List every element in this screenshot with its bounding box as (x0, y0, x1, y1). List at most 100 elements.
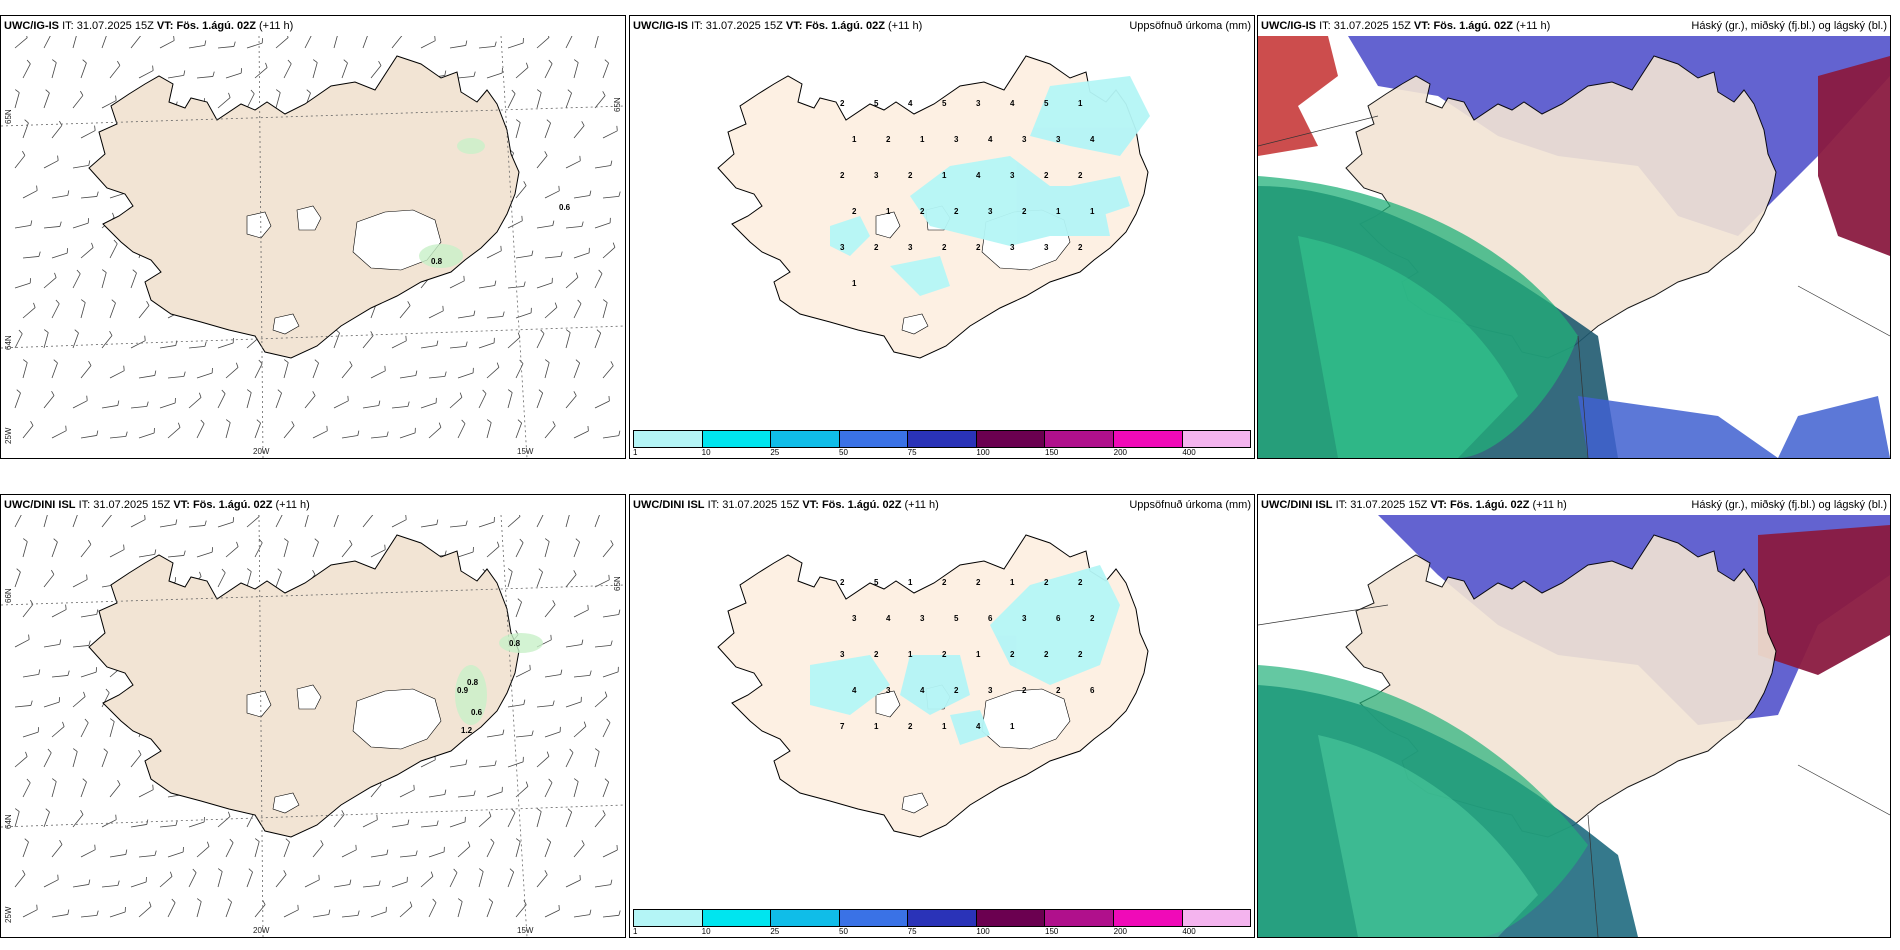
wind-barb-feather (283, 870, 287, 875)
wind-barb-feather (82, 59, 87, 64)
wind-barb (246, 871, 253, 888)
map-border (1797, 285, 1890, 337)
wind-barb-feather (291, 421, 295, 426)
wind-barb (225, 546, 239, 558)
wind-barb-feather (67, 190, 70, 196)
wind-barb (594, 95, 606, 109)
wind-barb-feather (23, 538, 28, 542)
wind-barb-feather (204, 40, 207, 46)
wind-barb (449, 345, 466, 349)
grid-label-lon-right: 15W (517, 447, 534, 456)
valid-time: Fös. 1.ágú. 02Z (1433, 20, 1513, 32)
precip-amount-label: 3 (920, 614, 925, 623)
precip-amount-label: 1 (852, 135, 857, 144)
colorbar-segment (908, 431, 977, 447)
wind-barb-feather (212, 71, 215, 77)
wind-barb (304, 36, 312, 49)
wind-barb-feather (125, 849, 128, 855)
wind-barb (536, 225, 553, 229)
precip-amount-label: 2 (920, 207, 925, 216)
wind-barb (573, 430, 589, 439)
wind-barb-feather (349, 361, 353, 366)
wind-barb-feather (59, 221, 62, 227)
wind-barb (72, 95, 84, 109)
wind-barb-feather (444, 550, 447, 556)
precip-colorbar-ticks: 1 10 25 50 75 100 150 200 400 (633, 927, 1251, 937)
precip-amount-label: 4 (886, 614, 891, 623)
precip-amount-label: 3 (908, 243, 913, 252)
precip-patch (457, 138, 485, 154)
precip-shading (810, 565, 1120, 745)
low-cloud-area (1258, 36, 1338, 156)
grid-label-lat-right: 65N (613, 576, 622, 591)
wind-barb (478, 393, 487, 409)
wind-barb-feather (86, 395, 88, 401)
wind-barb (80, 915, 97, 918)
wind-barb (565, 811, 573, 828)
wind-barb (217, 46, 234, 49)
init-time: 31.07.2025 15Z (76, 20, 154, 32)
wind-barb-feather (478, 868, 484, 872)
wind-barb-feather (415, 850, 418, 856)
wind-barb (565, 879, 581, 888)
panel-ig-cloud: UWC/IG-IS IT: 31.07.2025 15Z VT: Fös. 1.… (1257, 15, 1891, 459)
wind-barb (573, 252, 590, 259)
colorbar-tick-label: 200 (1113, 927, 1128, 936)
wind-barb (217, 393, 226, 409)
wind-barb (304, 515, 309, 528)
wind-barb (14, 155, 26, 169)
wind-barb (399, 375, 416, 379)
wind-barb-feather (38, 251, 41, 257)
wind-barb (428, 851, 445, 858)
wind-barb-feather (320, 840, 324, 845)
wind-barb-feather (610, 879, 613, 885)
map-border (1587, 814, 1599, 937)
wind-barb (101, 819, 117, 828)
wind-barb-feather (581, 639, 584, 645)
high-low-cloud-area (1818, 56, 1890, 256)
wind-barb (341, 435, 358, 439)
wind-barb (536, 811, 542, 828)
wind-barb (72, 645, 89, 648)
wind-barb-feather (84, 718, 89, 724)
wind-barb (515, 841, 521, 858)
wind-barb (486, 734, 503, 738)
wind-barb (109, 549, 125, 558)
wind-barb (254, 542, 263, 558)
wind-barb-feather (54, 272, 57, 278)
colorbar-segment (634, 910, 703, 926)
wind-barb (22, 604, 34, 618)
wind-barb-feather (235, 362, 239, 368)
wind-barb-feather (357, 910, 360, 916)
wind-barb (101, 515, 112, 528)
wind-barb-feather (287, 59, 292, 65)
wind-barb-feather (436, 820, 439, 826)
wind-barb-feather (546, 751, 550, 757)
wind-barb-feather (96, 910, 99, 916)
panel-title: UWC/IG-IS IT: 31.07.2025 15Z VT: Fös. 1.… (1, 16, 625, 36)
wind-barb (80, 62, 87, 79)
wind-barb-feather (67, 909, 70, 915)
wind-barb-feather (283, 359, 289, 363)
wind-barb-feather (171, 898, 176, 903)
wind-barb (225, 901, 232, 918)
wind-barb (486, 546, 500, 558)
wind-barb-feather (544, 538, 550, 542)
wind-barb-feather (52, 778, 57, 782)
wind-barb (304, 879, 320, 888)
wind-barb (22, 673, 39, 678)
wind-barb (130, 754, 142, 768)
wind-barb-feather (51, 569, 55, 575)
wind-barb-feather (453, 868, 458, 873)
wind-barb-feather (465, 759, 468, 765)
wind-barb-feather (67, 670, 70, 676)
wind-barb (217, 816, 231, 828)
precip-label: 1.2 (461, 726, 473, 735)
wind-barb (14, 515, 22, 528)
wind-barb (72, 814, 84, 828)
wind-barb (602, 849, 618, 858)
wind-barb (544, 63, 553, 79)
wind-barb-feather (473, 790, 476, 796)
wind-barb (80, 781, 87, 798)
model-name: UWC/IG-IS (1261, 20, 1316, 32)
